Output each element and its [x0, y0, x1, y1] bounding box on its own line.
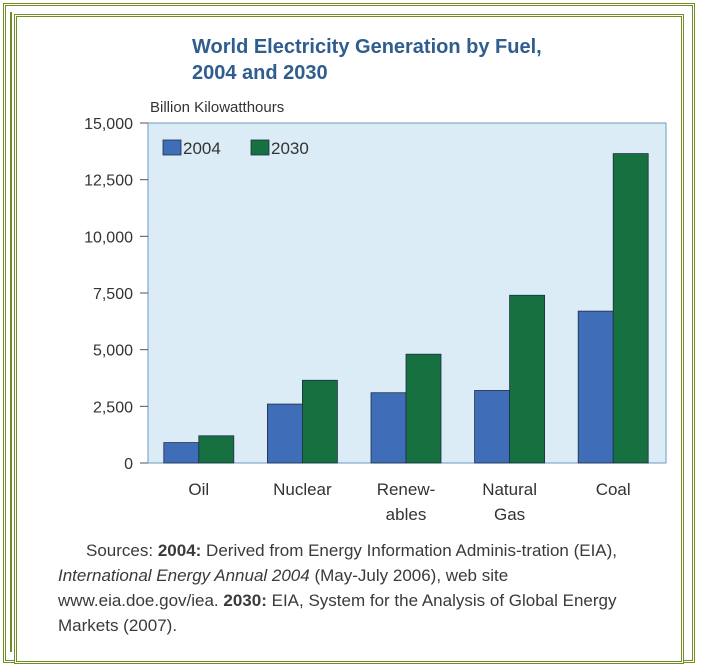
y-tick-label: 2,500: [93, 399, 133, 416]
bar-2004: [474, 390, 511, 464]
legend-label-2004: 2004: [183, 139, 221, 158]
bar-2030: [509, 294, 546, 464]
bar-2004: [163, 442, 200, 464]
y-tick-label: 12,500: [84, 173, 133, 190]
y-tick-label: 5,000: [93, 343, 133, 360]
x-tick-label: Coal: [596, 480, 631, 499]
frame-left-strip: [10, 12, 12, 652]
legend-swatch-2030: [250, 139, 270, 156]
sources-2004-tail: (May-July 2006), web site www.eia.doe.go…: [58, 566, 509, 610]
sources-publication: International Energy Annual 2004: [58, 566, 310, 585]
legend: 2004 2030: [162, 139, 309, 158]
bars-group: [163, 153, 649, 464]
sources-2030-text: EIA, System for the Analysis of Global E…: [58, 591, 617, 635]
x-axis-labels: Oil Nuclear Renew-ables Natural Gas Coal: [188, 480, 630, 524]
y-axis-ticks: 15,000 12,500 10,000 7,500 5,000 2,500 0: [84, 116, 148, 473]
chart-title: World Electricity Generation by Fuel, 20…: [192, 36, 542, 84]
sources-label: Sources:: [86, 541, 154, 560]
legend-label-2030: 2030: [271, 139, 309, 158]
x-tick-label: Nuclear: [273, 480, 332, 499]
x-tick-label: ables: [386, 505, 427, 524]
x-tick-label: Gas: [494, 505, 525, 524]
x-tick-label: Natural: [482, 480, 537, 499]
bar-2004: [266, 403, 303, 464]
bar-2030: [198, 435, 235, 464]
bar-2030: [612, 153, 649, 464]
y-axis-label: Billion Kilowatthours: [150, 99, 284, 116]
y-tick-label: 0: [124, 456, 133, 473]
y-tick-label: 7,500: [93, 286, 133, 303]
sources-2004-text: Derived from Energy Information Adminis-…: [206, 541, 618, 560]
bar-2004: [370, 392, 407, 464]
y-tick-label: 15,000: [84, 116, 133, 133]
x-tick-label: Renew-: [377, 480, 436, 499]
x-tick-label: Oil: [188, 480, 209, 499]
sources-2004-label: 2004:: [157, 541, 202, 560]
legend-swatch-2004: [162, 139, 182, 156]
bar-2030: [405, 353, 442, 464]
y-tick-label: 10,000: [84, 229, 133, 246]
bar-2030: [301, 379, 338, 464]
sources-note: Sources: 2004: Derived from Energy Infor…: [58, 538, 668, 638]
bar-2004: [577, 310, 614, 464]
sources-2030-label: 2030:: [223, 591, 267, 610]
